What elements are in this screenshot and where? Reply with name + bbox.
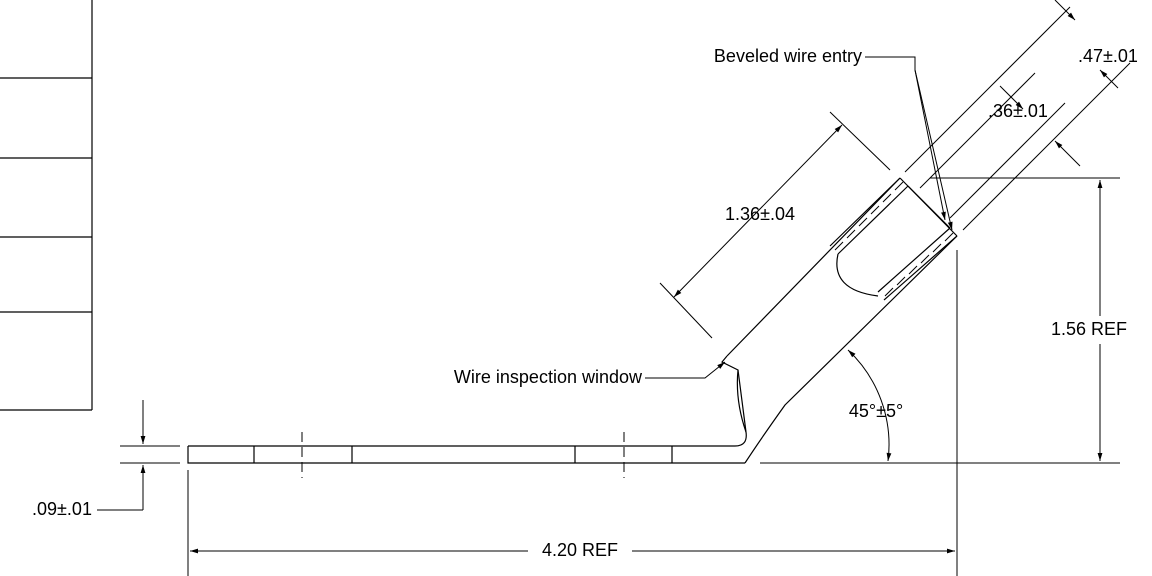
dimension-lines [97, 0, 1131, 576]
label-bg [1040, 316, 1138, 344]
dimension-label: 45°±5° [849, 401, 903, 421]
callout-label: Wire inspection window [454, 367, 643, 387]
label-bg [528, 538, 632, 564]
dimension-label: 4.20 REF [542, 540, 618, 560]
callout-label: Beveled wire entry [714, 46, 862, 66]
center-lines [301, 432, 625, 478]
table-fragment [0, 0, 93, 411]
lug-part [187, 177, 958, 464]
dimension-label: .09±.01 [32, 499, 92, 519]
dimension-label: 1.56 REF [1051, 319, 1127, 339]
dimension-label: .47±.01 [1078, 46, 1138, 66]
dimension-label: 1.36±.04 [725, 204, 795, 224]
dimension-label: .36±.01 [988, 101, 1048, 121]
